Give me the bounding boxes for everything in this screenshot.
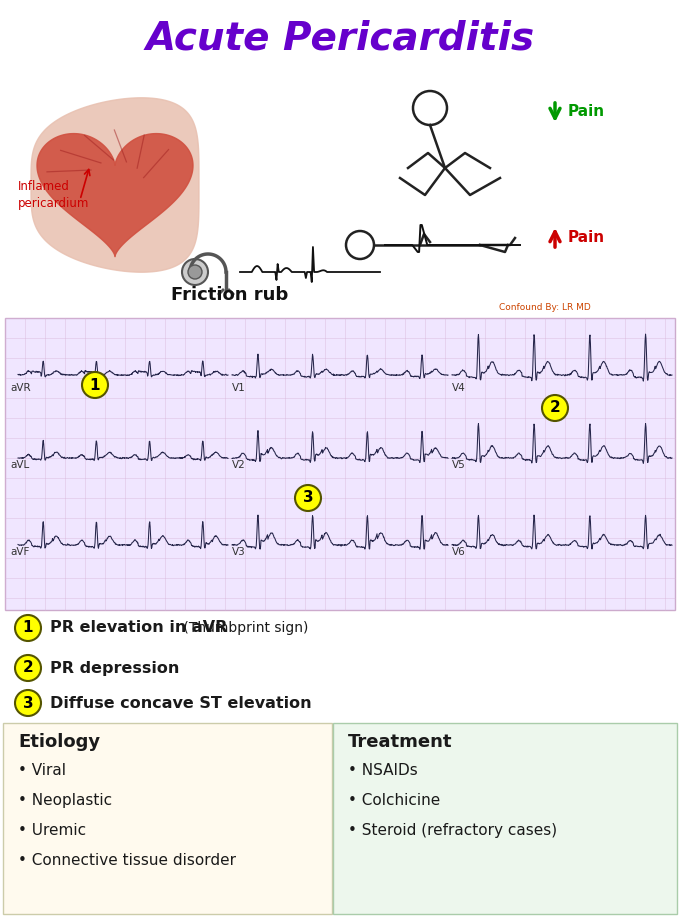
Circle shape [542,395,568,421]
Text: Inflamed
pericardium: Inflamed pericardium [18,179,89,210]
Circle shape [182,259,208,285]
Text: • Uremic: • Uremic [18,823,86,838]
Text: • NSAIDs: • NSAIDs [348,763,418,778]
FancyBboxPatch shape [333,723,677,914]
Text: V4: V4 [452,383,466,393]
Circle shape [15,690,41,716]
Circle shape [15,655,41,681]
Polygon shape [37,133,193,256]
Circle shape [295,485,321,511]
Text: • Neoplastic: • Neoplastic [18,793,112,808]
Text: V1: V1 [232,383,245,393]
Text: Diffuse concave ST elevation: Diffuse concave ST elevation [50,696,311,710]
Text: 3: 3 [22,696,33,710]
Text: Friction rub: Friction rub [171,286,288,304]
Text: • Connective tissue disorder: • Connective tissue disorder [18,853,236,868]
Text: Pain: Pain [568,231,605,245]
Text: 1: 1 [22,620,33,636]
Text: • Steroid (refractory cases): • Steroid (refractory cases) [348,823,557,838]
Text: 1: 1 [90,378,100,392]
Circle shape [15,615,41,641]
Polygon shape [31,97,199,272]
FancyBboxPatch shape [5,318,675,610]
Text: 2: 2 [549,401,560,415]
Text: 2: 2 [22,661,33,675]
Text: Confound By: LR MD: Confound By: LR MD [499,303,591,312]
Text: • Viral: • Viral [18,763,66,778]
Text: Pain: Pain [568,105,605,119]
Text: 3: 3 [303,491,313,505]
Text: • Colchicine: • Colchicine [348,793,440,808]
Circle shape [82,372,108,398]
Text: Acute Pericarditis: Acute Pericarditis [146,19,534,57]
Text: V6: V6 [452,547,466,557]
Circle shape [188,265,202,279]
Text: aVF: aVF [10,547,29,557]
Text: V2: V2 [232,460,245,470]
Text: V3: V3 [232,547,245,557]
FancyBboxPatch shape [3,723,332,914]
Text: aVL: aVL [10,460,29,470]
Text: PR elevation in aVR: PR elevation in aVR [50,620,227,636]
Text: PR depression: PR depression [50,661,180,675]
Text: (Thumbprint sign): (Thumbprint sign) [180,621,309,635]
Text: Treatment: Treatment [348,733,452,751]
Text: Etiology: Etiology [18,733,100,751]
Text: aVR: aVR [10,383,31,393]
Text: V5: V5 [452,460,466,470]
